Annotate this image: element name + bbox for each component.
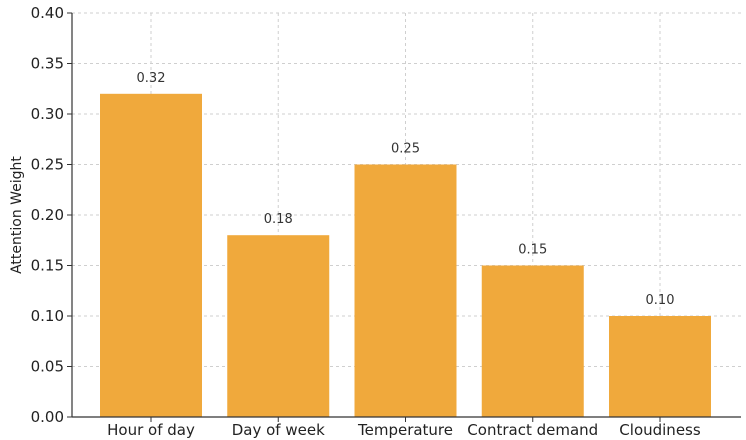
x-tick-label: Contract demand xyxy=(467,421,598,439)
bar xyxy=(354,164,457,417)
bar xyxy=(227,235,330,417)
axis-layer: 0.00 0.05 0.10 0.15 0.20 0.25 0.30 0.35 0.40 Hour… xyxy=(31,4,741,439)
data-label: 0.18 xyxy=(264,212,293,227)
y-axis-title: Attention Weight xyxy=(9,156,25,274)
y-tick-label: 0.00 xyxy=(31,408,64,426)
y-tick-label: 0.10 xyxy=(31,307,64,325)
y-tick-label: 0.35 xyxy=(31,55,64,73)
data-label: 0.15 xyxy=(518,243,547,258)
y-tick-label: 0.25 xyxy=(31,156,64,174)
y-tick-label: 0.30 xyxy=(31,105,64,123)
x-tick-label: Cloudiness xyxy=(619,421,701,439)
data-label: 0.25 xyxy=(391,142,420,157)
y-tick-label: 0.40 xyxy=(31,4,64,22)
bar-layer: 0.32 0.18 0.25 0.15 0.10 xyxy=(100,71,711,418)
y-tick-label: 0.15 xyxy=(31,257,64,275)
data-label: 0.10 xyxy=(646,293,675,308)
x-tick-label: Temperature xyxy=(357,421,453,439)
bar xyxy=(609,316,711,417)
x-tick-label: Hour of day xyxy=(107,421,195,439)
y-tick-label: 0.05 xyxy=(31,358,64,376)
bar xyxy=(100,93,202,418)
bar xyxy=(481,265,584,417)
y-tick-label: 0.20 xyxy=(31,206,64,224)
x-tick-label: Day of week xyxy=(232,421,325,439)
data-label: 0.32 xyxy=(137,71,166,86)
